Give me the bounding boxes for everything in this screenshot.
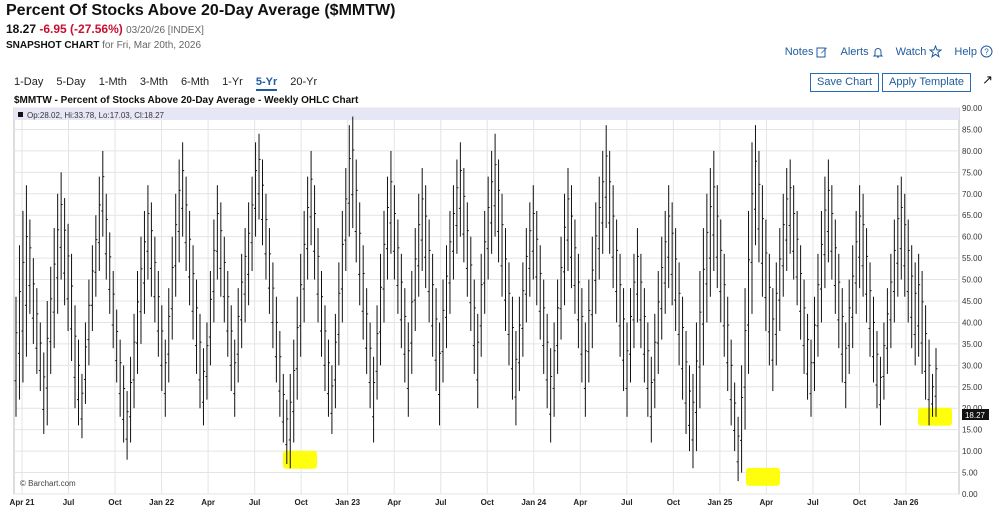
price-change: -6.95 (-27.56%) [39,22,123,36]
y-tick-label: 80.00 [962,147,983,156]
last-value-box [962,409,989,420]
x-tick-label: Jan 23 [335,498,360,507]
help-link[interactable]: Help ? [954,45,993,58]
y-tick-label: 40.00 [962,318,983,327]
x-tick-label: Apr [387,498,401,507]
grid-lines [14,107,959,495]
legend-marker [18,112,23,117]
highlight-markers [283,407,952,486]
alerts-label: Alerts [840,45,869,58]
chart-title: $MMTW - Percent of Stocks Above 20-Day A… [14,95,359,106]
range-5-yr[interactable]: 5-Yr [255,76,278,91]
y-tick-label: 35.00 [962,340,983,349]
expand-icon[interactable]: ↗ [982,72,993,87]
x-tick-label: Oct [294,498,308,507]
legend-text: Op:28.02, Hi:33.78, Lo:17.03, Cl:18.27 [27,111,165,120]
y-tick-label: 30.00 [962,361,983,370]
star-icon [929,45,943,58]
svg-text:?: ? [984,48,989,57]
range-3-mth[interactable]: 3-Mth [139,76,168,88]
x-tick-label: Apr [573,498,587,507]
x-tick-label: Jul [807,498,819,507]
range-1-yr[interactable]: 1-Yr [222,76,243,88]
x-axis: Apr 21 Jul Oct Jan 22 Apr Jul Oct Jan 23 Apr Jul O… [10,498,919,507]
y-tick-label: 85.00 [962,125,983,134]
y-tick-label: 15.00 [962,426,983,435]
edit-icon [816,47,828,57]
y-tick-label: 10.00 [962,447,983,456]
x-tick-label: Jul [621,498,633,507]
x-tick-label: Apr [201,498,215,507]
range-1-mth[interactable]: 1-Mth [98,76,127,88]
x-tick-label: Oct [667,498,681,507]
range-selector: 1-Day 5-Day 1-Mth 3-Mth 6-Mth 1-Yr 5-Yr … [14,76,317,91]
notes-label: Notes [784,45,814,58]
notes-link[interactable]: Notes [785,46,829,58]
y-tick-label: 5.00 [962,469,978,478]
y-tick-label: 70.00 [962,190,983,199]
save-chart-button[interactable]: Save Chart [810,73,880,92]
range-20-yr[interactable]: 20-Yr [290,76,318,88]
y-tick-label: 0.00 [962,490,978,499]
watch-link[interactable]: Watch [896,45,943,58]
page-title: Percent Of Stocks Above 20-Day Average (… [6,2,396,19]
x-tick-label: Jul [435,498,447,507]
watermark: © Barchart.com [20,479,76,488]
x-tick-label: Apr 21 [10,498,35,507]
help-label: Help [954,45,977,58]
range-5-day[interactable]: 5-Day [56,76,86,88]
x-tick-label: Jan 26 [894,498,919,507]
last-value-label: 18.27 [965,411,986,420]
highlight-marker [746,467,780,486]
y-tick-label: 65.00 [962,211,983,220]
snapshot-date: for Fri, Mar 20th, 2026 [102,40,202,51]
x-tick-label: Jan 24 [521,498,546,507]
quote-meta: 03/20/26 [INDEX] [126,25,204,36]
y-tick-label: 55.00 [962,254,983,263]
top-links: Notes Alerts Watch Help ? [785,45,993,58]
help-icon: ? [980,45,993,58]
quote-line: 18.27 -6.95 (-27.56%) 03/20/26 [INDEX] [6,22,204,36]
y-tick-label: 25.00 [962,383,983,392]
watch-label: Watch [895,45,927,58]
x-tick-label: Oct [853,498,867,507]
y-tick-label: 45.00 [962,297,983,306]
ohlc-bars [14,116,938,482]
bell-icon [872,47,883,58]
x-tick-label: Apr [760,498,774,507]
range-6-mth[interactable]: 6-Mth [180,76,210,88]
y-axis: 0.00 5.00 10.00 15.00 20.00 25.00 30.00 35.00 40… [962,104,983,499]
range-1-day[interactable]: 1-Day [14,76,44,88]
y-tick-label: 90.00 [962,104,983,113]
snapshot-line: SNAPSHOT CHART for Fri, Mar 20th, 2026 [6,40,201,51]
x-tick-label: Jan 22 [149,498,174,507]
x-tick-label: Jan 25 [707,498,732,507]
y-tick-label: 20.00 [962,404,983,413]
last-price: 18.27 [6,22,37,36]
highlight-marker [918,407,952,426]
x-tick-label: Jul [249,498,261,507]
highlight-marker [283,450,317,469]
legend-band [14,108,959,120]
x-tick-label: Jul [63,498,75,507]
x-tick-label: Oct [108,498,122,507]
y-tick-label: 75.00 [962,168,983,177]
y-tick-label: 50.00 [962,276,983,285]
y-tick-label: 60.00 [962,233,983,242]
snapshot-label: SNAPSHOT CHART [6,40,100,51]
alerts-link[interactable]: Alerts [840,46,883,58]
apply-template-button[interactable]: Apply Template [882,73,972,92]
x-tick-label: Oct [481,498,495,507]
